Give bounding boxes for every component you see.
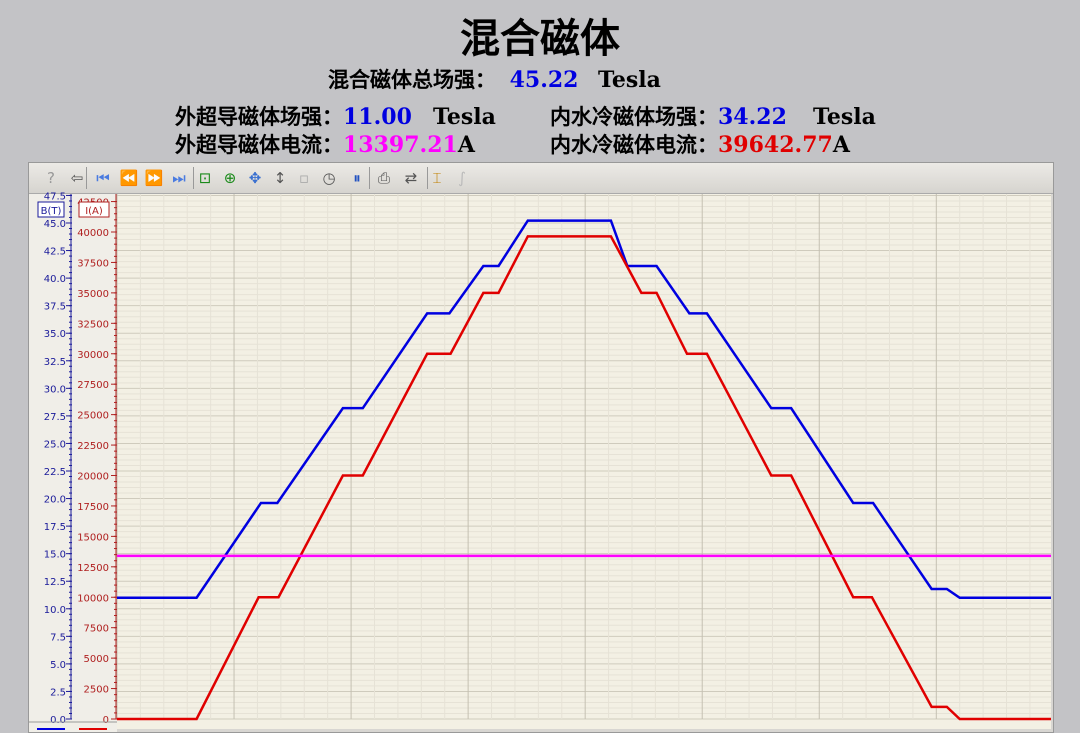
axis-tick-label: 5000 (84, 654, 109, 665)
scale-y-icon[interactable]: ↕ (273, 169, 287, 187)
axis-tick-label: 20.0 (44, 495, 66, 506)
inner-current-label: 内水冷磁体电流： (550, 133, 718, 157)
axis-tick-label: 47.5 (44, 191, 66, 202)
axis-tick-label: 17.5 (44, 522, 66, 533)
fit-icon[interactable]: ⌶ (432, 169, 442, 187)
axis-tick-label: 40000 (77, 228, 109, 239)
first-icon[interactable]: ⏮ (96, 169, 110, 187)
last-icon[interactable]: ⏭ (172, 169, 186, 187)
inner-current-value: 39642.77 (718, 132, 833, 158)
axis-tick-label: 35.0 (44, 329, 66, 340)
total-field-unit: Tesla (598, 67, 661, 93)
page-title: 混合磁体 (460, 16, 620, 62)
forward-icon[interactable]: ⏩ (144, 169, 164, 187)
export-icon[interactable]: ⇦ (70, 169, 84, 187)
axis-label-box (37, 201, 65, 218)
function-icon[interactable]: ∫ (458, 169, 466, 187)
axis-tick-label: 15.0 (44, 550, 66, 561)
print-icon[interactable]: ⎙ (377, 169, 390, 187)
pan-icon[interactable]: ✥ (248, 169, 262, 187)
outer-field-readout: 外超导磁体场强：11.00 Tesla (175, 101, 496, 131)
zoom-in-icon[interactable]: ⊕ (223, 169, 237, 187)
total-field-label: 混合磁体总场强： (328, 68, 496, 92)
axis-tick-label: 27500 (77, 380, 109, 391)
axis-tick-label: 45.0 (44, 219, 66, 230)
outer-current-readout: 外超导磁体电流：13397.21A (175, 129, 475, 159)
toolbar-separator (86, 167, 87, 189)
total-field-value: 45.22 (509, 67, 579, 93)
axis-tick-label: 42.5 (44, 247, 66, 258)
inner-field-readout: 内水冷磁体场强：34.22 Tesla (550, 101, 876, 131)
axis-tick-label: 12500 (77, 563, 109, 574)
axis-tick-label: 7.5 (50, 632, 66, 643)
inner-current-readout: 内水冷磁体电流：39642.77A (550, 129, 850, 159)
toolbar-separator (193, 167, 194, 189)
axis-label-field: B(T) (41, 206, 62, 217)
help-icon[interactable]: ? (47, 169, 55, 187)
axis-tick-label: 15000 (77, 532, 109, 543)
outer-field-unit: Tesla (433, 104, 496, 130)
axis-tick-label: 32500 (77, 319, 109, 330)
outer-field-label: 外超导磁体场强： (175, 105, 343, 129)
toolbar-separator (427, 167, 428, 189)
inner-field-unit: Tesla (813, 104, 876, 130)
outer-current-label: 外超导磁体电流： (175, 133, 343, 157)
axis-tick-label: 7500 (84, 624, 109, 635)
toolbar: ? ⇦ ⏮ ⏪ ⏩ ⏭ ⊡ ⊕ ✥ ↕ ▫ ◷ ⏸ ⎙ ⇄ ⌶ ∫ (29, 163, 1053, 194)
inner-field-label: 内水冷磁体场强： (550, 105, 718, 129)
axis-tick-label: 2.5 (50, 687, 66, 698)
clock-icon[interactable]: ◷ (322, 169, 336, 187)
axis-tick-label: 10000 (77, 593, 109, 604)
axis-tick-label: 12.5 (44, 577, 66, 588)
series-line-1 (117, 235, 1051, 721)
chart[interactable]: 0.0 2.5 5.0 7.5 10.0 12.5 15.0 17.5 20.0 22.5 25.0… (29, 163, 1053, 732)
axis-tick-label: 5.0 (50, 660, 66, 671)
axis-tick-label: 22.5 (44, 467, 66, 478)
axis-tick-label: 25.0 (44, 439, 66, 450)
axis-tick-label: 10.0 (44, 605, 66, 616)
axis-tick-label: 20000 (77, 472, 109, 483)
axis-tick-label: 40.0 (44, 274, 66, 285)
outer-field-value: 11.00 (343, 104, 412, 130)
axis-tick-label: 17500 (77, 502, 109, 513)
chart-window: ? ⇦ ⏮ ⏪ ⏩ ⏭ ⊡ ⊕ ✥ ↕ ▫ ◷ ⏸ ⎙ ⇄ ⌶ ∫ 0.0 2.5 5.0 7.5 10.0 12.5 15… (28, 162, 1054, 733)
axis-panel (29, 194, 117, 732)
zoom-box-icon[interactable]: ⊡ (198, 169, 212, 187)
total-field-readout: 混合磁体总场强： 45.22 Tesla (328, 64, 661, 94)
axis-tick-label: 27.5 (44, 412, 66, 423)
pause-icon[interactable]: ⏸ (353, 169, 361, 187)
one-to-one-icon[interactable]: ▫ (298, 169, 310, 187)
axis-tick-label: 30000 (77, 350, 109, 361)
axis-tick-label: 25000 (77, 411, 109, 422)
outer-current-value: 13397.21 (343, 132, 458, 158)
swap-axis-icon[interactable]: ⇄ (404, 169, 418, 187)
rewind-icon[interactable]: ⏪ (119, 169, 139, 187)
axis-tick-label: 2500 (84, 685, 109, 696)
axis-tick-label: 22500 (77, 441, 109, 452)
axis-tick-label: 37.5 (44, 302, 66, 313)
inner-current-unit: A (832, 132, 850, 158)
axis-tick-label: 37500 (77, 258, 109, 269)
axis-tick-label: 30.0 (44, 384, 66, 395)
axis-label-current: I(A) (85, 206, 103, 217)
axis-label-box (78, 201, 110, 218)
toolbar-separator (369, 167, 370, 189)
outer-current-unit: A (457, 132, 475, 158)
inner-field-value: 34.22 (718, 104, 787, 130)
axis-tick-label: 0.0 (50, 715, 66, 726)
axis-tick-label: 35000 (77, 289, 109, 300)
axis-tick-label: 0 (103, 715, 109, 726)
axis-tick-label: 32.5 (44, 357, 66, 368)
series-line-0 (117, 219, 1051, 600)
